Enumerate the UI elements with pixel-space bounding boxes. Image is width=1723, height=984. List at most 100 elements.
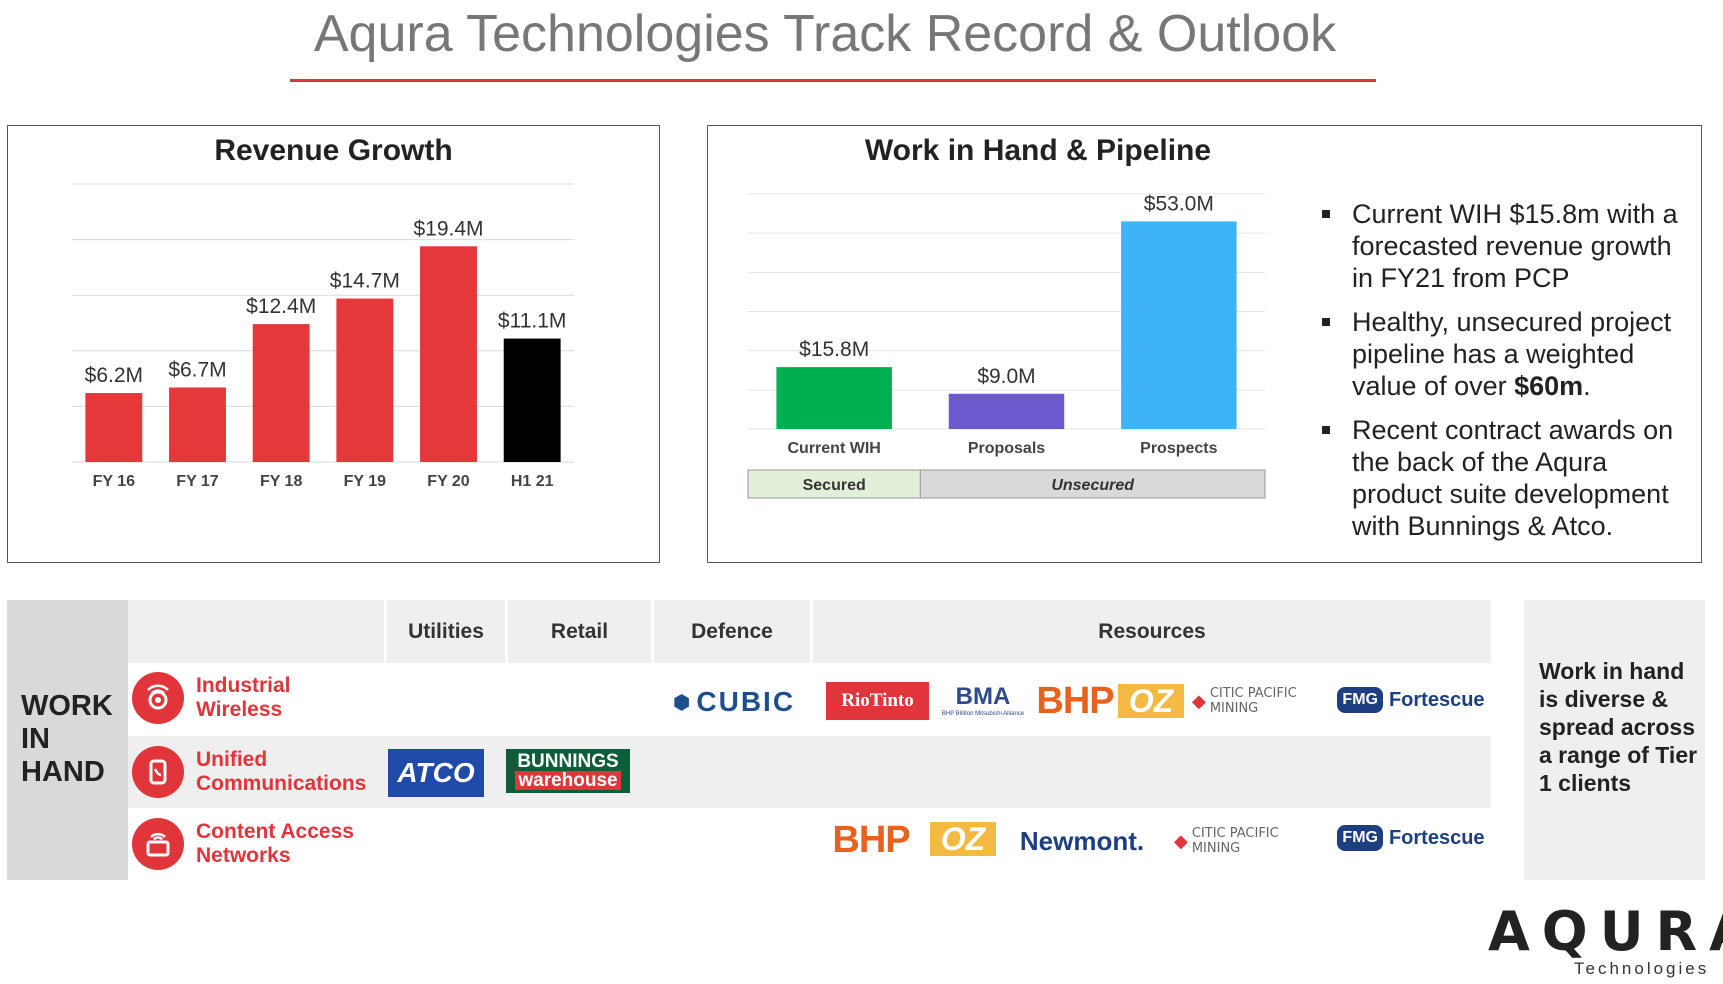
unified-communications-icon: [132, 746, 184, 798]
bullet-text: Recent contract awards on the back of th…: [1352, 415, 1674, 541]
title-underline: [290, 79, 1376, 82]
riotinto-logo: RioTinto: [826, 682, 929, 720]
content-access-networks-icon: [132, 818, 184, 870]
service-content-access-networks: Content Access Networks: [132, 818, 366, 870]
page-title: Aqura Technologies Track Record & Outloo…: [313, 5, 1337, 63]
work-in-hand-panel: Work in Hand & Pipeline $15.8M Current WI…: [707, 125, 1702, 563]
bma-logo-subtext: BHP Billiton Mitsubishi Alliance: [941, 711, 1025, 717]
tick-label: Current WIH: [788, 440, 881, 457]
tick-label: FY 18: [260, 473, 303, 490]
industrial-wireless-icon: [132, 672, 184, 724]
data-label: $14.7M: [330, 270, 400, 293]
oz-logo-text: OZ: [940, 820, 986, 857]
bullet-text: .: [1583, 371, 1591, 401]
tick-label: H1 21: [511, 473, 554, 490]
summary-text: Work in hand is diverse & spread across …: [1539, 658, 1698, 796]
fortescue-logo: FMG Fortescue: [1336, 814, 1486, 862]
aqura-logo-text: AQURA: [1488, 900, 1723, 963]
bullet-icon: [1322, 426, 1330, 434]
citic-pacific-mining-logo: ◆ CITIC PACIFIC MINING: [1174, 824, 1314, 858]
citic-emblem-icon: ◆: [1174, 830, 1188, 852]
header-blank: [128, 600, 384, 663]
bar: [169, 387, 226, 462]
bar: [1121, 221, 1237, 429]
pipeline-bullets: Current WIH $15.8m with a forecasted rev…: [1322, 198, 1682, 554]
newmont-logo: Newmont.: [1019, 825, 1145, 856]
service-unified-communications: Unified Communications: [132, 746, 376, 798]
bullet-text: Current WIH $15.8m with a forecasted rev…: [1352, 199, 1678, 293]
table-row: [128, 808, 1491, 880]
service-label: Industrial Wireless: [196, 674, 291, 721]
data-label: $6.7M: [168, 358, 226, 381]
bullet-item: Recent contract awards on the back of th…: [1322, 414, 1682, 542]
side-label-text: WORK IN HAND: [21, 690, 113, 788]
citic-logo-text: CITIC PACIFIC MINING: [1191, 826, 1279, 856]
cubic-logo: ⬢ CUBIC: [672, 686, 796, 717]
fmg-emblem-text: FMG: [1337, 687, 1383, 713]
bar: [948, 393, 1065, 429]
work-in-hand-title: Work in Hand & Pipeline: [864, 134, 1212, 167]
oz-minerals-logo: OZ: [1118, 682, 1184, 719]
service-label: Content Access Networks: [196, 820, 354, 867]
fmg-emblem-text: FMG: [1337, 825, 1383, 851]
service-industrial-wireless: Industrial Wireless: [132, 672, 316, 724]
bma-logo: BMA BHP Billiton Mitsubishi Alliance: [934, 676, 1032, 726]
work-in-hand-side-label: WORK IN HAND: [7, 600, 128, 880]
bullet-icon: [1322, 210, 1330, 218]
data-label: $53.0M: [1144, 192, 1214, 215]
cubic-logo-text: CUBIC: [696, 686, 796, 717]
bma-logo-text: BMA: [955, 683, 1011, 710]
citic-pacific-mining-logo: ◆ CITIC PACIFIC MINING: [1192, 684, 1330, 718]
citic-emblem-icon: ◆: [1192, 690, 1206, 712]
aqura-logo-subtext: Technologies: [1574, 959, 1710, 978]
service-label: Unified Communications: [196, 748, 367, 795]
bar: [776, 367, 892, 429]
bhp-logo: BHP: [1036, 679, 1114, 722]
data-label: $12.4M: [246, 295, 316, 318]
summary-box: Work in hand is diverse & spread across …: [1524, 600, 1705, 880]
tick-label: FY 17: [176, 473, 219, 490]
bhp-logo: BHP: [832, 818, 910, 861]
bunnings-logo: BUNNINGS warehouse: [506, 749, 630, 793]
bullet-bold-value: $60m: [1514, 371, 1584, 401]
citic-logo-text: CITIC PACIFIC MINING: [1209, 686, 1297, 716]
table-row: [128, 736, 1491, 808]
bullet-text: Healthy, unsecured project pipeline has …: [1352, 307, 1672, 401]
revenue-growth-title: Revenue Growth: [214, 134, 453, 167]
bar: [503, 338, 561, 462]
unsecured-label: Unsecured: [1051, 477, 1135, 494]
bullet-icon: [1322, 318, 1330, 326]
oz-minerals-logo: OZ: [930, 820, 996, 857]
data-label: $15.8M: [799, 338, 869, 361]
data-label: $6.2M: [85, 364, 143, 387]
data-label: $9.0M: [977, 365, 1035, 388]
column-header-utilities: Utilities: [387, 600, 505, 663]
tick-label: Proposals: [968, 440, 1045, 457]
fortescue-logo: FMG Fortescue: [1336, 676, 1486, 724]
tick-label: FY 20: [427, 473, 470, 490]
atco-logo: ATCO: [388, 749, 484, 797]
aqura-logo: AQURA Technologies: [1488, 900, 1723, 978]
column-header-retail: Retail: [508, 600, 651, 663]
fortescue-logo-text: Fortescue: [1388, 826, 1485, 849]
oz-logo-text: OZ: [1128, 682, 1174, 719]
bunnings-logo-text: BUNNINGS: [517, 751, 619, 772]
revenue-growth-panel: Revenue Growth $6.2M FY 16 $6.7M FY 17 $12.4…: [7, 125, 660, 563]
unsecured-band: [919, 469, 1266, 499]
data-label: $11.1M: [498, 310, 567, 333]
column-header-defence: Defence: [654, 600, 810, 663]
bunnings-logo-subtext: warehouse: [515, 771, 621, 790]
tick-label: FY 19: [344, 473, 387, 490]
data-label: $19.4M: [413, 217, 483, 240]
revenue-growth-chart: $6.2M FY 16 $6.7M FY 17 $12.4M FY 18 $14.7M FY …: [72, 183, 574, 490]
tick-label: FY 16: [93, 473, 136, 490]
tick-label: Prospects: [1140, 440, 1217, 457]
table-row: [128, 666, 1491, 736]
fortescue-logo-text: Fortescue: [1388, 688, 1485, 711]
bullet-item: Current WIH $15.8m with a forecasted rev…: [1322, 198, 1682, 294]
secured-label: Secured: [803, 477, 866, 494]
bar: [85, 393, 143, 462]
work-in-hand-chart: $15.8M Current WIH $9.0M Proposals $53.0M Pro…: [747, 192, 1266, 499]
bar: [336, 298, 394, 462]
bar: [252, 324, 310, 462]
